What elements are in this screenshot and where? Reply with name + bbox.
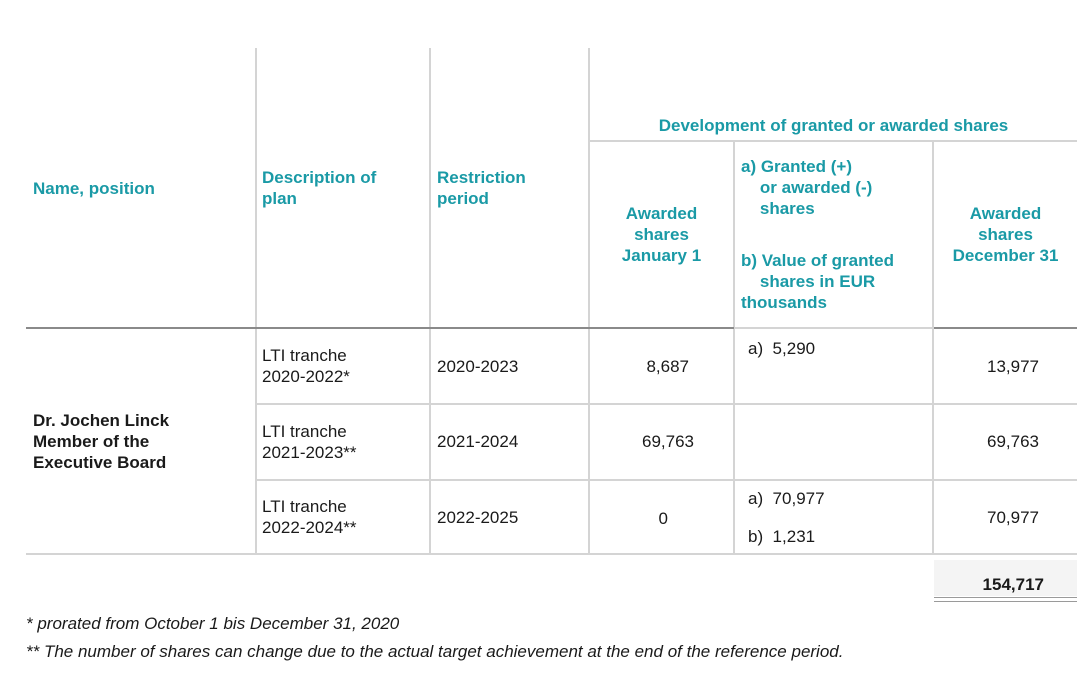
total-double-underline: [934, 601, 1077, 602]
footnote: * prorated from October 1 bis December 3…: [26, 614, 400, 633]
row-granted-a: a) 5,290: [748, 339, 816, 358]
row-divider: [256, 403, 1077, 405]
header-restriction-period: Restriction period: [437, 168, 526, 208]
row-plan: LTI tranche 2022-2024**: [262, 497, 357, 537]
footnote: ** The number of shares can change due t…: [26, 642, 844, 661]
header-development-group: Development of granted or awarded shares: [658, 116, 1009, 135]
column-divider: [588, 48, 590, 554]
total-value: 154,717: [982, 575, 1044, 594]
column-divider: [255, 48, 257, 554]
header-granted-a: a) Granted (+) or awarded (-) shares: [741, 157, 873, 218]
group-header-rule: [590, 140, 1077, 142]
row-period: 2021-2024: [437, 432, 519, 451]
header-awarded-december-31: Awarded shares December 31: [952, 204, 1059, 265]
row-awarded-jan1: 8,687: [646, 357, 689, 376]
table-bottom-rule: [26, 553, 1077, 555]
row-awarded-dec31: 69,763: [987, 432, 1039, 451]
total-double-underline: [934, 597, 1077, 598]
row-period: 2020-2023: [437, 357, 519, 376]
row-awarded-dec31: 13,977: [987, 357, 1039, 376]
row-granted-b: b) 1,231: [748, 527, 816, 546]
header-awarded-january-1: Awarded shares January 1: [621, 204, 702, 265]
row-plan: LTI tranche 2020-2022*: [262, 346, 350, 386]
total-cell-background: [934, 560, 1077, 596]
column-divider: [429, 48, 431, 554]
row-divider: [256, 479, 1077, 481]
row-awarded-jan1: 0: [658, 509, 668, 528]
header-rule: [934, 327, 1077, 329]
header-name-position: Name, position: [33, 179, 155, 198]
column-divider: [733, 141, 735, 554]
person-name-position: Dr. Jochen Linck Member of the Executive…: [33, 411, 170, 472]
row-awarded-jan1: 69,763: [642, 432, 694, 451]
header-rule: [26, 327, 734, 329]
row-period: 2022-2025: [437, 508, 519, 527]
row-granted-a: a) 70,977: [748, 489, 825, 508]
column-divider: [932, 141, 934, 554]
header-granted-b: b) Value of granted shares in EUR thousa…: [741, 251, 895, 312]
header-rule: [734, 327, 932, 329]
row-awarded-dec31: 70,977: [987, 508, 1039, 527]
header-description-of-plan: Description of plan: [262, 168, 377, 208]
row-plan: LTI tranche 2021-2023**: [262, 422, 357, 462]
